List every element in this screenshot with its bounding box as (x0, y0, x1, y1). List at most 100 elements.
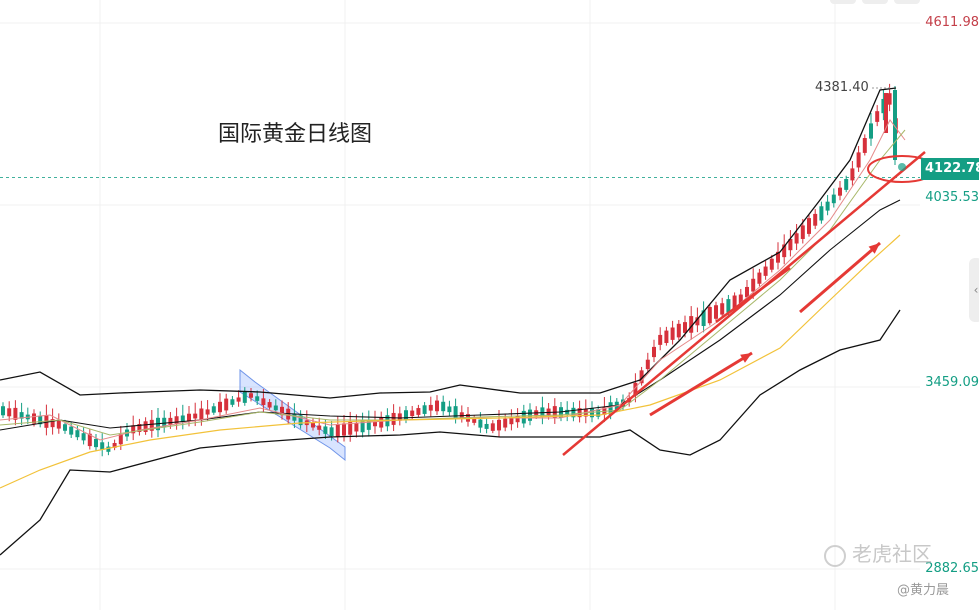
bollinger-middle (0, 199, 901, 431)
candle-body-133 (825, 201, 830, 211)
candle-body-115 (714, 305, 718, 319)
price-axis-label-2: 4035.53 (925, 190, 979, 205)
candle-body-27 (168, 417, 173, 425)
candle-body-114 (707, 306, 712, 324)
candle-body-140 (869, 123, 873, 139)
candle-body-28 (174, 416, 179, 424)
candle-body-111 (689, 316, 694, 333)
candle-body-141 (875, 111, 880, 122)
candle-body-73 (453, 406, 458, 419)
candle-body-142 (881, 98, 886, 114)
candle-body-118 (732, 295, 737, 310)
candle-body-110 (683, 322, 687, 333)
candle-body-3 (19, 412, 24, 419)
bollinger-upper (0, 87, 897, 399)
candle-body-124 (769, 258, 774, 270)
candle-body-98 (608, 402, 613, 415)
candle-body-12 (75, 430, 80, 438)
ma-mid (0, 129, 906, 436)
candle-body-127 (788, 238, 793, 251)
candle-body-43 (267, 402, 272, 408)
candle-body-33 (205, 409, 210, 415)
candle-body-104 (645, 359, 650, 370)
candle-body-22 (137, 424, 142, 432)
candle-body-51 (317, 425, 322, 430)
candle-body-91 (565, 409, 570, 416)
candle-body-8 (50, 419, 55, 428)
candle-body-138 (856, 152, 861, 168)
candle-body-78 (484, 423, 489, 429)
candle-body-47 (292, 413, 297, 421)
candle-body-123 (763, 266, 768, 276)
candle-body-34 (211, 406, 216, 413)
chart-title: 国际黄金日线图 (218, 122, 373, 147)
candle-body-48 (298, 415, 303, 426)
community-logo-icon (824, 544, 846, 567)
candle-body-36 (224, 398, 229, 411)
price-axis-label-bottom: 2882.65 (925, 561, 979, 576)
toolbar-button-2[interactable] (862, 0, 888, 4)
candle-body-125 (776, 251, 780, 263)
candle-body-38 (236, 397, 241, 402)
candle-body-37 (230, 399, 235, 405)
candle-body-83 (515, 416, 520, 423)
candle-body-122 (757, 272, 762, 284)
candle-body-93 (577, 408, 582, 418)
price-axis-label-3: 3459.09 (925, 375, 979, 390)
candle-body-59 (366, 420, 371, 430)
candle-body-6 (38, 415, 43, 425)
trendline-support (715, 266, 791, 324)
bollinger-lower (0, 309, 901, 556)
candle-body-119 (738, 294, 743, 304)
candle-body-45 (280, 406, 284, 416)
candle-body-15 (94, 438, 98, 448)
candle-body-92 (571, 407, 576, 418)
candle-body-132 (819, 206, 824, 221)
candle-body-135 (838, 187, 842, 196)
candle-body-24 (149, 419, 154, 431)
candle-body-32 (199, 408, 204, 421)
candle-body-13 (81, 433, 86, 441)
ma-long (0, 234, 901, 489)
candle-body-117 (726, 299, 731, 313)
candle-body-21 (131, 425, 136, 434)
candle-body-80 (497, 419, 501, 431)
candle-body-79 (490, 423, 495, 431)
author-handle: @黄力晨 (897, 583, 950, 598)
candle-body-107 (664, 330, 669, 344)
candle-body-11 (69, 426, 74, 435)
trendline-annotation (562, 151, 926, 456)
candle-body-95 (590, 408, 594, 418)
watermark-text: 老虎社区 (852, 542, 932, 566)
candle-body-61 (379, 417, 384, 428)
candle-body-103 (639, 370, 644, 384)
candle-body-39 (242, 391, 247, 403)
toolbar-button-3[interactable] (894, 0, 920, 4)
candle-body-72 (447, 406, 452, 413)
candle-body-106 (658, 334, 663, 345)
candle-body-139 (862, 138, 867, 153)
candle-body-85 (528, 409, 532, 421)
candle-body-102 (633, 382, 638, 396)
candle-body-29 (180, 415, 185, 422)
toolbar-button-1[interactable] (830, 0, 856, 4)
candle-body-70 (435, 400, 439, 412)
candle-body-130 (807, 218, 811, 234)
candle-body-81 (503, 418, 508, 428)
candle-body-17 (106, 446, 111, 452)
candle-body-82 (509, 418, 514, 425)
candle-body-126 (782, 244, 787, 258)
candle-body-44 (273, 405, 278, 411)
current-price-tag: 4122.78 (921, 158, 979, 180)
candle-body-121 (751, 278, 756, 292)
candle-body-55 (342, 423, 346, 436)
candle-body-40 (249, 393, 253, 398)
side-panel-handle[interactable]: ‹ (969, 258, 979, 322)
candle-body-35 (218, 401, 222, 413)
candle-body-42 (261, 398, 266, 406)
candle-body-134 (831, 194, 836, 204)
candle-body-129 (800, 225, 805, 239)
candle-body-113 (701, 310, 706, 327)
candle-body-69 (428, 404, 433, 411)
